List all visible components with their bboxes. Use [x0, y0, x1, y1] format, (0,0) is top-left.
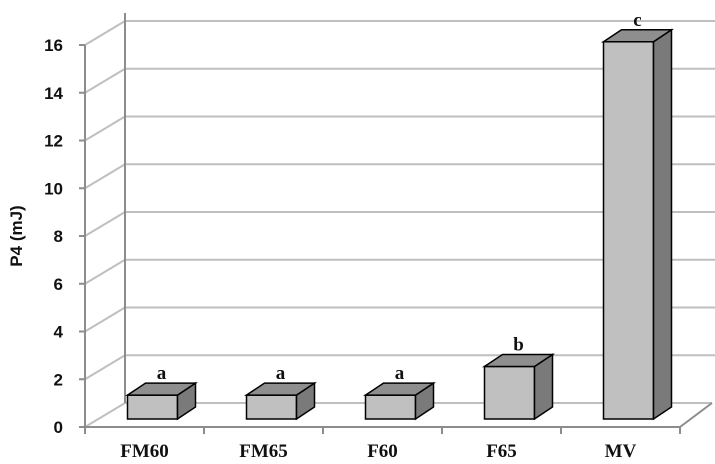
bar [482, 353, 555, 421]
bars [125, 28, 674, 421]
bar [125, 381, 198, 421]
y-tick-label: 0 [54, 418, 63, 437]
bar-top-face [482, 353, 555, 368]
x-tick-label: FM60 [120, 441, 169, 462]
y-tick-label: 16 [44, 36, 63, 55]
y-tick-label: 2 [54, 370, 63, 389]
axes [79, 13, 713, 434]
gridline-depth [84, 163, 126, 190]
gridline-depth [84, 211, 126, 237]
bar [601, 28, 674, 421]
y-tick-label: 12 [44, 132, 63, 151]
x-tick-label: F65 [486, 441, 517, 462]
bar-top-face [244, 382, 317, 396]
bar-front-face [483, 365, 536, 420]
bar-top-face [363, 382, 436, 396]
labels: 0 2 4 6 8 10 12 14 16 a FM60 a FM65 a F60 b F65 c MV P4 (mJ… [7, 10, 642, 462]
x-tick-label: F60 [367, 441, 398, 462]
gridline-depth [84, 115, 126, 142]
bar-front-face [245, 394, 298, 420]
y-tick-label: 6 [54, 275, 63, 294]
bar-front-face [602, 41, 655, 420]
data-label: b [513, 334, 524, 355]
floor-right-edge [679, 402, 713, 428]
data-label: c [633, 10, 641, 31]
y-tick-label: 8 [54, 227, 63, 246]
bar-front-face [364, 394, 417, 420]
x-tick-label: MV [605, 441, 637, 462]
bar-side-face [652, 28, 673, 421]
bar-top-face [125, 382, 198, 396]
bar-front-face [126, 394, 179, 420]
bar-top-face [601, 29, 674, 43]
y-axis-title: P4 (mJ) [7, 205, 26, 266]
data-label: a [395, 363, 405, 384]
gridline-depth [84, 306, 126, 333]
data-label: a [276, 363, 286, 384]
gridline-depth [84, 20, 126, 46]
y-tick-label: 14 [44, 84, 63, 103]
data-label: a [157, 363, 167, 384]
x-tick-label: FM65 [239, 441, 288, 462]
y-tick-label: 10 [44, 179, 63, 198]
gridline-depth [84, 67, 126, 94]
gridline-depth [84, 402, 126, 428]
gridline-depth [84, 258, 126, 285]
bar [363, 381, 436, 421]
y-tick-label: 4 [54, 323, 64, 342]
gridline-depth [84, 354, 126, 381]
bar [244, 381, 317, 421]
